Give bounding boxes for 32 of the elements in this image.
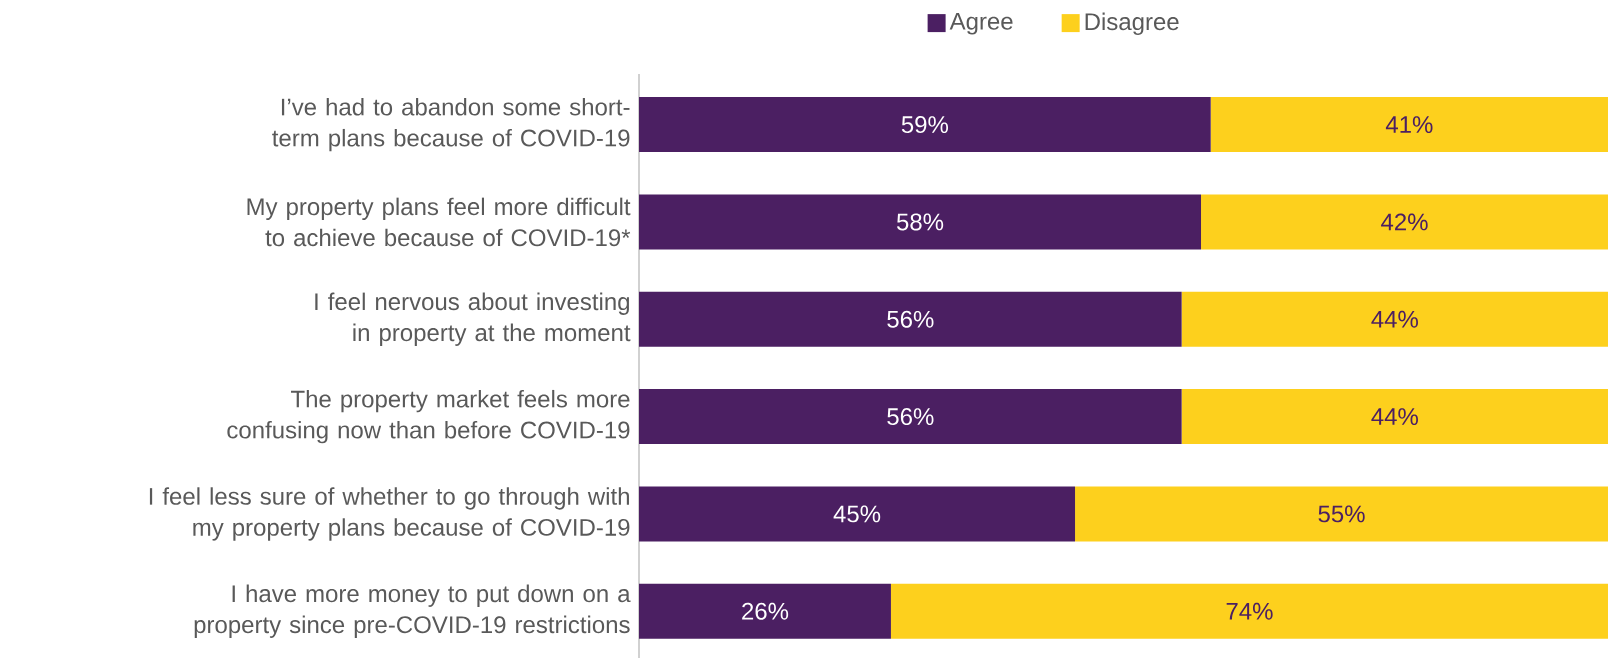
bar <box>890 583 1608 639</box>
data-label: 56% <box>887 310 934 328</box>
y-tick-label: I feel less sure of whether to go through with my property plans because of COVID-19 <box>149 487 630 541</box>
bar <box>639 486 1076 542</box>
y-tick-label: My property plans feel more difficult to achieve because of COVID-19* <box>247 197 631 247</box>
data-label: 44% <box>1371 408 1418 425</box>
legend-label: Disagree <box>1085 12 1179 35</box>
data-label: 26% <box>742 602 789 620</box>
bar <box>1075 486 1608 542</box>
y-tick-label: The property market feels more confusing now than before COVID-19 <box>227 389 630 444</box>
bar <box>1201 194 1608 250</box>
data-label: 55% <box>1318 505 1365 523</box>
data-label: 45% <box>833 505 881 523</box>
y-tick-label: I feel nervous about investing in property at the moment <box>315 292 631 346</box>
bar <box>1181 291 1608 347</box>
data-label: 41% <box>1385 116 1433 133</box>
bar <box>639 389 1182 445</box>
data-label: 44% <box>1371 310 1418 328</box>
bar <box>639 583 891 639</box>
y-tick-label: I have more money to put down on a property since pre-COVID-19 restrictions <box>194 584 631 638</box>
bar <box>639 97 1211 153</box>
bar <box>1181 389 1608 445</box>
data-label: 58% <box>896 213 944 231</box>
bar <box>1210 97 1608 153</box>
legend-label: Agree <box>949 13 1013 35</box>
data-label: 74% <box>1226 602 1273 620</box>
data-label: 56% <box>887 408 934 426</box>
bar <box>639 194 1202 250</box>
bar <box>639 291 1182 347</box>
data-label: 59% <box>901 116 949 134</box>
data-label: 42% <box>1381 213 1428 231</box>
y-tick-label: I’ve had to abandon some short-term plans because of COVID-19 <box>272 97 630 152</box>
